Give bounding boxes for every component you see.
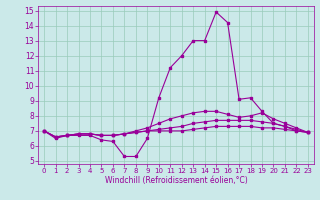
X-axis label: Windchill (Refroidissement éolien,°C): Windchill (Refroidissement éolien,°C): [105, 176, 247, 185]
